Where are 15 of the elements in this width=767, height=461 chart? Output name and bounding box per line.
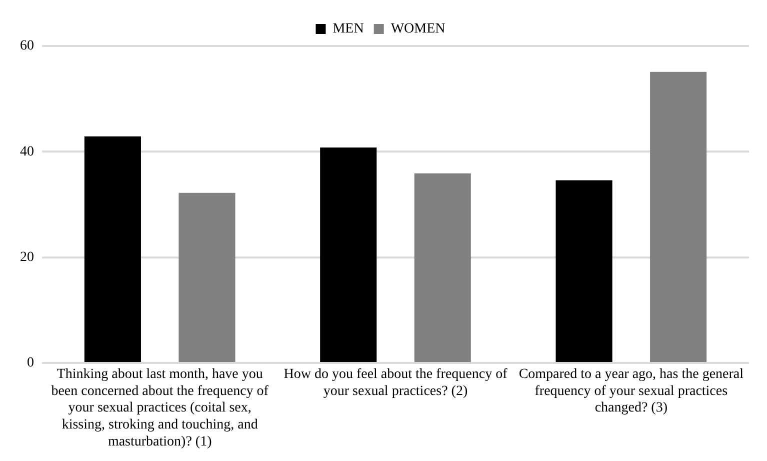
y-tick-label: 60 — [20, 38, 34, 54]
bar — [84, 136, 141, 362]
bar — [556, 180, 612, 362]
y-tick-label: 0 — [27, 356, 34, 371]
y-tick-label: 40 — [20, 144, 34, 160]
x-tick-label: Compared to a year ago, has the general frequency of your sexual practices changed? (3) — [518, 367, 744, 416]
bar — [414, 173, 471, 362]
x-tick-label: Thinking about last month, have you been concerned about the frequency of your sexual practices (coital sex, kissing, stroking and touching, and masturbation)? (1) — [51, 367, 269, 450]
bar — [320, 147, 377, 362]
bar — [178, 192, 236, 362]
bar — [650, 72, 707, 362]
y-tick-label: 20 — [20, 250, 34, 266]
legend-label: WOMEN — [390, 22, 446, 37]
legend-label: MEN — [332, 22, 364, 37]
x-tick-label: How do you feel about the frequency of your sexual practices? (2) — [284, 367, 508, 399]
